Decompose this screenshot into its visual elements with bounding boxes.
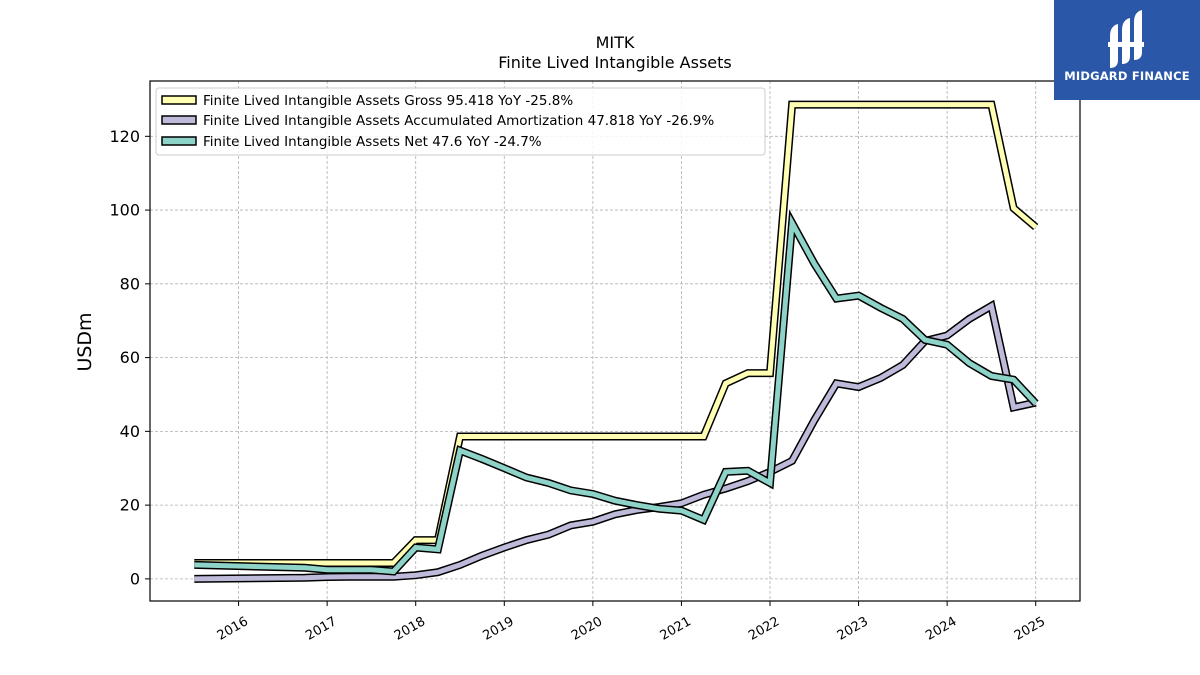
x-tick-label: 2020	[569, 614, 605, 644]
logo-brand-text: MIDGARD FINANCE	[1064, 69, 1190, 83]
x-tick-label: 2021	[658, 614, 694, 644]
y-tick-label: 0	[130, 569, 140, 588]
x-tick-label: 2018	[392, 614, 428, 644]
series-line	[194, 302, 1037, 582]
legend-label-gross: Finite Lived Intangible Assets Gross 95.…	[203, 93, 573, 109]
y-axis: 0 20 40 60 80 100 120	[109, 127, 150, 588]
legend-swatch-gross	[161, 95, 197, 105]
chart-subtitle: Finite Lived Intangible Assets	[498, 53, 731, 72]
y-tick-label: 20	[120, 496, 140, 515]
series-line-outline	[194, 299, 1037, 583]
plot-frame	[149, 80, 1081, 602]
x-tick-label: 2019	[480, 614, 516, 644]
legend-box	[155, 87, 766, 156]
y-axis-label: USDm	[74, 312, 96, 371]
x-tick-label: 2023	[835, 614, 871, 644]
series-line	[194, 102, 1038, 566]
y-tick-label: 100	[109, 201, 140, 220]
x-tick-label: 2016	[215, 614, 251, 644]
x-tick-label: 2017	[303, 614, 339, 644]
series-lines	[194, 100, 1039, 583]
x-tick-label: 2025	[1012, 614, 1048, 644]
legend-swatch-amortization	[161, 115, 197, 125]
x-tick-label: 2022	[746, 614, 782, 644]
legend-label-amortization: Finite Lived Intangible Assets Accumulat…	[203, 113, 714, 129]
y-tick-label: 120	[109, 127, 140, 146]
legend-label-net: Finite Lived Intangible Assets Net 47.6 …	[203, 134, 542, 150]
y-tick-label: 60	[120, 348, 140, 367]
midgard-finance-logo: MIDGARD FINANCE	[1054, 0, 1200, 100]
series-line	[194, 214, 1038, 575]
x-axis: 2016 2017 2018 2019 2020 2021 2022 2023 2024 2025	[215, 601, 1048, 644]
y-tick-label: 80	[120, 274, 140, 293]
chart-title: MITK	[596, 33, 635, 52]
legend: Finite Lived Intangible Assets Gross 95.…	[155, 87, 766, 156]
series-line-outline	[194, 100, 1039, 567]
y-tick-label: 40	[120, 422, 140, 441]
series-line-outline	[194, 209, 1039, 576]
x-tick-label: 2024	[923, 614, 959, 644]
legend-swatch-net	[161, 136, 197, 146]
logo-mark-icon	[1108, 10, 1144, 68]
